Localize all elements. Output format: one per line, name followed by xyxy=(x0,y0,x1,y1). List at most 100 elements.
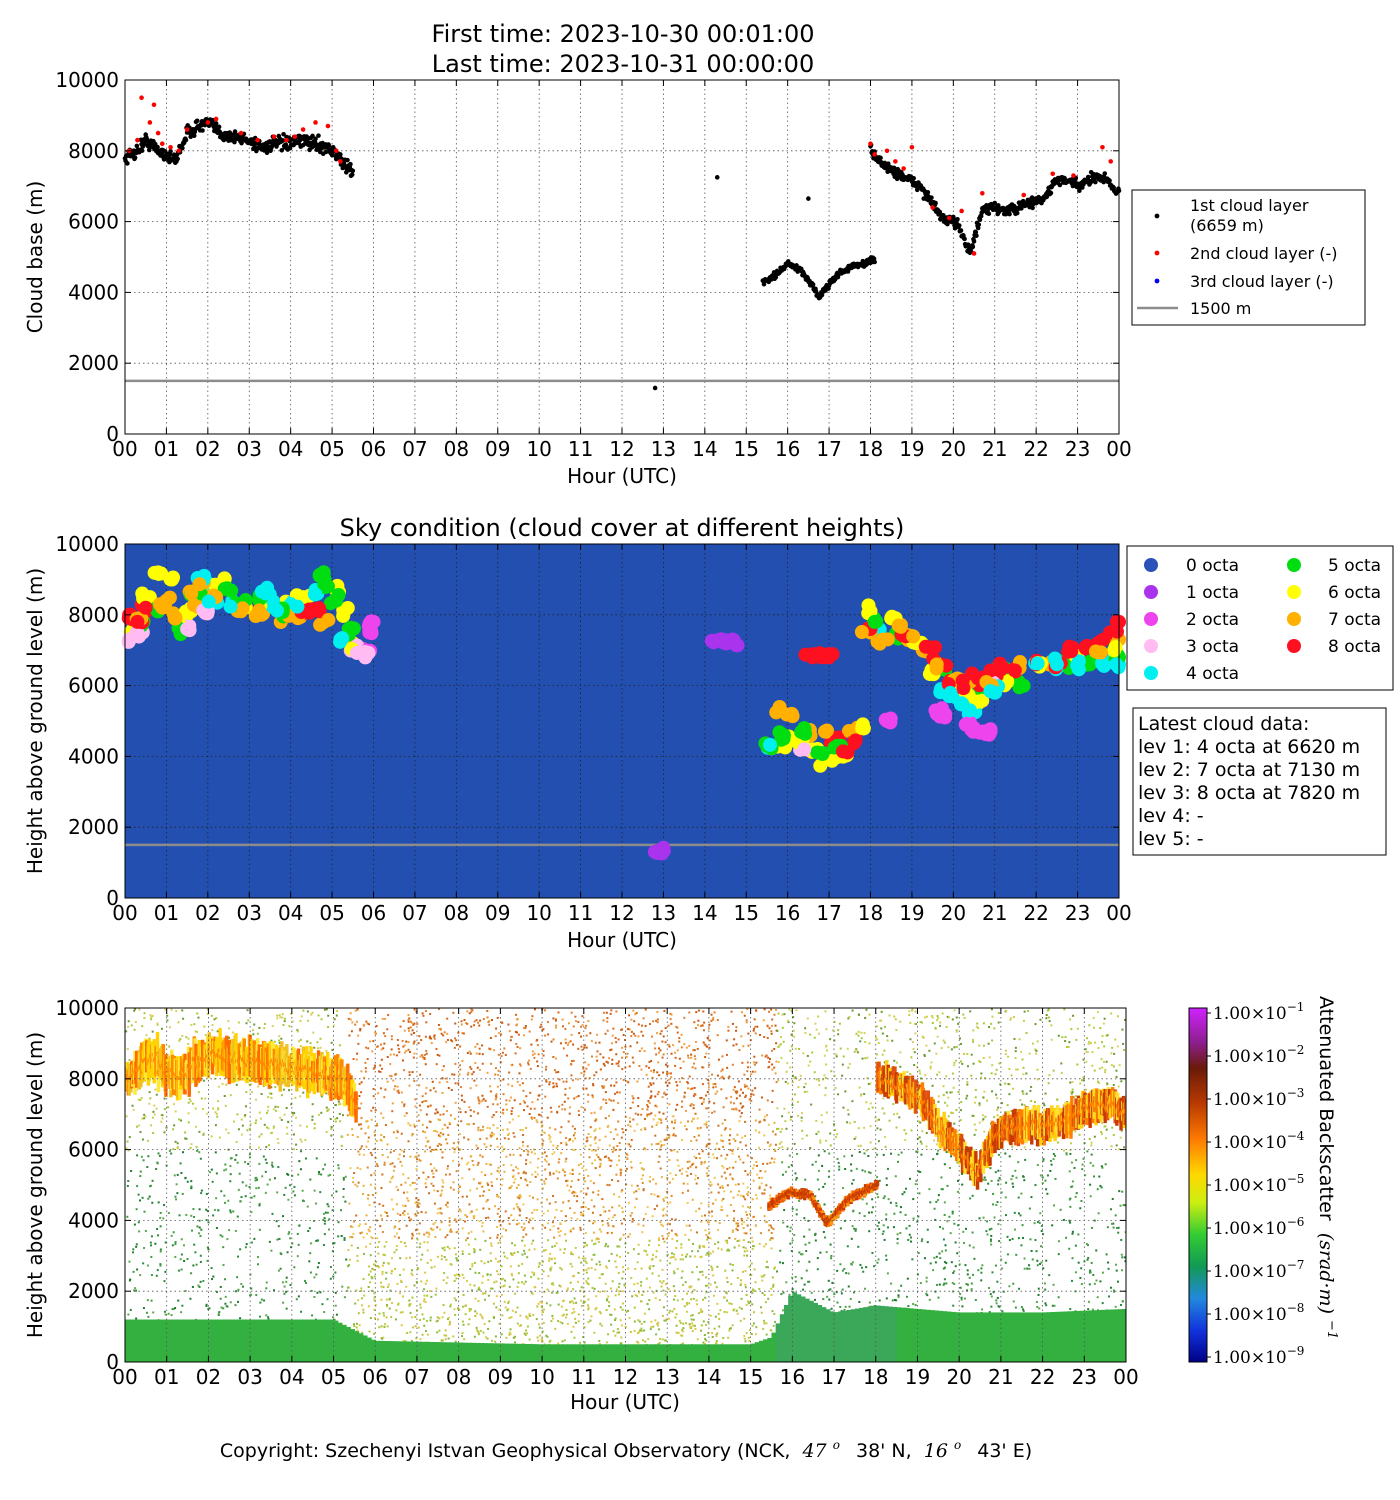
backscatter-noise xyxy=(291,1242,294,1245)
backscatter-noise xyxy=(734,1237,737,1240)
backscatter-noise xyxy=(348,1034,351,1037)
backscatter-noise xyxy=(655,1182,658,1185)
backscatter-noise xyxy=(868,1230,871,1233)
backscatter-noise xyxy=(592,1231,595,1234)
backscatter-noise xyxy=(593,1243,596,1246)
backscatter-noise xyxy=(257,1146,260,1149)
backscatter-noise xyxy=(210,1267,213,1270)
backscatter-noise xyxy=(1036,1264,1039,1267)
backscatter-noise xyxy=(697,1177,700,1180)
backscatter-noise xyxy=(267,1317,270,1320)
backscatter-noise xyxy=(1071,1232,1074,1235)
backscatter-noise xyxy=(511,1118,514,1121)
backscatter-noise xyxy=(728,1075,731,1078)
backscatter-noise xyxy=(481,1185,484,1188)
cloud-base-point xyxy=(652,385,658,391)
backscatter-noise xyxy=(391,1257,394,1260)
backscatter-noise xyxy=(724,1118,727,1121)
backscatter-noise xyxy=(705,1052,708,1055)
backscatter-noise xyxy=(664,1283,667,1286)
backscatter-noise xyxy=(533,1116,536,1119)
sky-condition-point xyxy=(818,650,833,665)
backscatter-noise xyxy=(429,1150,432,1153)
first-time-label: First time: 2023-10-30 00:01:00 xyxy=(432,20,815,48)
backscatter-noise xyxy=(309,1271,312,1274)
backscatter-noise xyxy=(697,1009,700,1012)
backscatter-noise xyxy=(686,1292,689,1295)
backscatter-noise xyxy=(661,1056,664,1059)
cloud-base-point-2nd xyxy=(333,148,339,154)
backscatter-noise xyxy=(1064,1036,1067,1039)
cloud-base-point xyxy=(976,222,982,227)
backscatter-noise xyxy=(657,1238,660,1241)
backscatter-noise xyxy=(409,1155,412,1158)
backscatter-noise xyxy=(528,1218,531,1221)
x-tick-label: 01 xyxy=(154,901,179,925)
backscatter-noise xyxy=(731,1108,734,1111)
cloud-base-point-2nd xyxy=(946,215,952,221)
backscatter-noise xyxy=(374,1265,377,1268)
backscatter-noise xyxy=(291,1111,294,1114)
backscatter-noise xyxy=(387,1283,390,1286)
backscatter-noise xyxy=(264,1158,267,1161)
backscatter-noise xyxy=(640,1281,643,1284)
backscatter-noise xyxy=(796,1152,799,1155)
backscatter-noise xyxy=(942,1227,945,1230)
backscatter-noise xyxy=(653,1208,656,1211)
backscatter-noise xyxy=(627,1123,630,1126)
backscatter-noise xyxy=(373,1148,376,1151)
backscatter-noise xyxy=(1115,1075,1118,1078)
backscatter-noise xyxy=(343,1237,346,1240)
backscatter-noise xyxy=(578,1172,581,1175)
backscatter-noise xyxy=(933,1256,936,1259)
backscatter-noise xyxy=(452,1335,455,1338)
cloud-base-point-2nd xyxy=(155,130,161,136)
x-tick-label: 16 xyxy=(775,437,800,461)
backscatter-noise xyxy=(978,1102,981,1105)
backscatter-noise xyxy=(945,1075,948,1078)
backscatter-noise xyxy=(685,1109,688,1112)
backscatter-noise xyxy=(738,1190,741,1193)
backscatter-noise xyxy=(560,1268,563,1271)
backscatter-noise xyxy=(891,1039,894,1042)
backscatter-noise xyxy=(787,1166,790,1169)
backscatter-noise xyxy=(952,1304,955,1307)
backscatter-noise xyxy=(1011,1237,1014,1240)
backscatter-noise xyxy=(550,1320,553,1323)
backscatter-noise xyxy=(178,1214,181,1217)
backscatter-noise xyxy=(287,1198,290,1201)
backscatter-noise xyxy=(1004,1196,1007,1199)
backscatter-noise xyxy=(926,1294,929,1297)
sky-condition-point xyxy=(223,599,238,614)
backscatter-noise xyxy=(604,1117,607,1120)
backscatter-noise xyxy=(627,1201,630,1204)
backscatter-noise xyxy=(587,1020,590,1023)
backscatter-noise xyxy=(141,1196,144,1199)
backscatter-noise xyxy=(474,1271,477,1274)
backscatter-noise xyxy=(859,1094,862,1097)
backscatter-noise xyxy=(747,1336,750,1339)
backscatter-noise xyxy=(279,1267,282,1270)
backscatter-noise xyxy=(582,1212,585,1215)
backscatter-noise xyxy=(925,1131,928,1134)
backscatter-noise xyxy=(1111,1126,1114,1129)
cloud-base-point xyxy=(155,144,160,150)
backscatter-noise xyxy=(358,1153,361,1156)
backscatter-noise xyxy=(571,1060,574,1063)
backscatter-noise xyxy=(688,1075,691,1078)
backscatter-noise xyxy=(675,1313,678,1316)
backscatter-noise xyxy=(342,1177,345,1180)
backscatter-noise xyxy=(425,1319,428,1322)
backscatter-noise xyxy=(603,1011,606,1014)
backscatter-noise xyxy=(903,1191,906,1194)
backscatter-noise xyxy=(637,1319,640,1322)
sky-condition-point xyxy=(336,603,351,618)
backscatter-noise xyxy=(159,1250,162,1253)
backscatter-noise xyxy=(739,1319,742,1322)
backscatter-noise xyxy=(725,1053,728,1056)
backscatter-noise xyxy=(423,1054,426,1057)
backscatter-noise xyxy=(698,1244,701,1247)
sky-condition-points xyxy=(121,565,1126,861)
backscatter-noise xyxy=(648,1179,651,1182)
backscatter-noise xyxy=(642,1224,645,1227)
